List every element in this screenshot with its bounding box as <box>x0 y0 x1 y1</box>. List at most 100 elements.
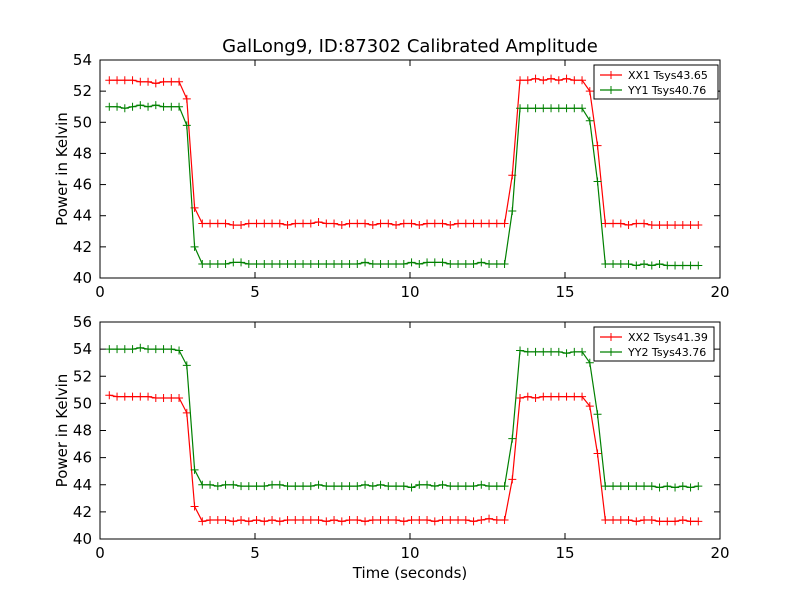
data-point-marker <box>182 408 191 417</box>
data-point-marker <box>120 76 129 85</box>
data-point-marker <box>128 102 137 111</box>
data-point-marker <box>686 221 695 230</box>
data-point-marker <box>671 517 680 526</box>
data-point-marker <box>376 480 385 489</box>
data-point-marker <box>237 258 246 267</box>
data-point-marker <box>423 258 432 267</box>
data-point-marker <box>206 219 215 228</box>
data-point-marker <box>446 482 455 491</box>
data-point-marker <box>376 516 385 525</box>
legend-label: YY1 Tsys40.76 <box>627 84 706 97</box>
data-point-marker <box>136 77 145 86</box>
data-point-marker <box>492 482 501 491</box>
data-point-marker <box>167 345 176 354</box>
data-point-marker <box>523 76 532 85</box>
data-point-marker <box>151 79 160 88</box>
data-point-marker <box>384 219 393 228</box>
y-tick-label: 40 <box>73 269 92 287</box>
data-point-marker <box>624 259 633 268</box>
data-point-marker <box>221 219 230 228</box>
data-point-marker <box>438 258 447 267</box>
data-point-marker <box>454 219 463 228</box>
data-point-marker <box>616 219 625 228</box>
data-point-marker <box>632 517 641 526</box>
data-point-marker <box>144 77 153 86</box>
data-point-marker <box>678 221 687 230</box>
data-point-marker <box>229 480 238 489</box>
legend-box <box>593 326 715 362</box>
data-point-marker <box>268 219 277 228</box>
data-point-marker <box>415 221 424 230</box>
y-axis-label: Power in Kelvin <box>53 374 71 488</box>
data-point-marker <box>330 482 339 491</box>
data-point-marker <box>570 104 579 113</box>
data-point-marker <box>260 517 269 526</box>
y-tick-label: 42 <box>73 503 92 521</box>
data-point-marker <box>361 258 370 267</box>
data-point-marker <box>330 516 339 525</box>
data-point-marker <box>136 343 145 352</box>
data-point-marker <box>392 482 401 491</box>
data-point-marker <box>244 219 253 228</box>
data-point-marker <box>423 516 432 525</box>
x-tick-label: 20 <box>710 544 729 562</box>
data-point-marker <box>345 219 354 228</box>
data-point-marker <box>144 392 153 401</box>
data-point-marker <box>113 102 122 111</box>
data-point-marker <box>694 517 703 526</box>
data-point-marker <box>609 482 618 491</box>
data-point-marker <box>198 219 207 228</box>
data-point-marker <box>399 219 408 228</box>
data-point-marker <box>601 516 610 525</box>
y-tick-label: 40 <box>73 530 92 548</box>
data-point-marker <box>632 219 641 228</box>
data-point-marker <box>314 259 323 268</box>
data-point-marker <box>485 514 494 523</box>
data-point-marker <box>407 483 416 492</box>
figure-title: GalLong9, ID:87302 Calibrated Amplitude <box>222 36 598 57</box>
data-point-marker <box>151 101 160 110</box>
data-point-marker <box>105 102 114 111</box>
data-point-marker <box>237 482 246 491</box>
data-point-marker <box>392 516 401 525</box>
data-point-marker <box>213 219 222 228</box>
data-point-marker <box>585 402 594 411</box>
y-tick-label: 48 <box>73 144 92 162</box>
data-point-marker <box>368 482 377 491</box>
data-point-marker <box>640 516 649 525</box>
data-point-marker <box>454 259 463 268</box>
data-point-marker <box>423 219 432 228</box>
data-point-marker <box>678 516 687 525</box>
data-point-marker <box>229 517 238 526</box>
data-point-marker <box>570 76 579 85</box>
data-point-marker <box>678 261 687 270</box>
data-point-marker <box>415 259 424 268</box>
data-point-marker <box>624 221 633 230</box>
data-point-marker <box>485 219 494 228</box>
x-tick-label: 15 <box>555 544 574 562</box>
data-point-marker <box>461 516 470 525</box>
data-point-marker <box>260 259 269 268</box>
data-point-marker <box>407 258 416 267</box>
data-point-marker <box>198 517 207 526</box>
data-point-marker <box>206 259 215 268</box>
data-point-marker <box>469 482 478 491</box>
data-point-marker <box>368 259 377 268</box>
data-point-marker <box>655 259 664 268</box>
legend-label: XX2 Tsys41.39 <box>628 331 708 344</box>
data-point-marker <box>368 516 377 525</box>
data-point-marker <box>632 482 641 491</box>
data-point-marker <box>167 102 176 111</box>
data-point-marker <box>314 516 323 525</box>
data-point-marker <box>578 392 587 401</box>
data-point-marker <box>113 392 122 401</box>
data-point-marker <box>578 347 587 356</box>
y-tick-label: 48 <box>73 422 92 440</box>
data-point-marker <box>469 517 478 526</box>
data-point-marker <box>531 393 540 402</box>
data-point-marker <box>399 482 408 491</box>
data-point-marker <box>268 480 277 489</box>
data-point-marker <box>314 480 323 489</box>
data-point-marker <box>640 482 649 491</box>
